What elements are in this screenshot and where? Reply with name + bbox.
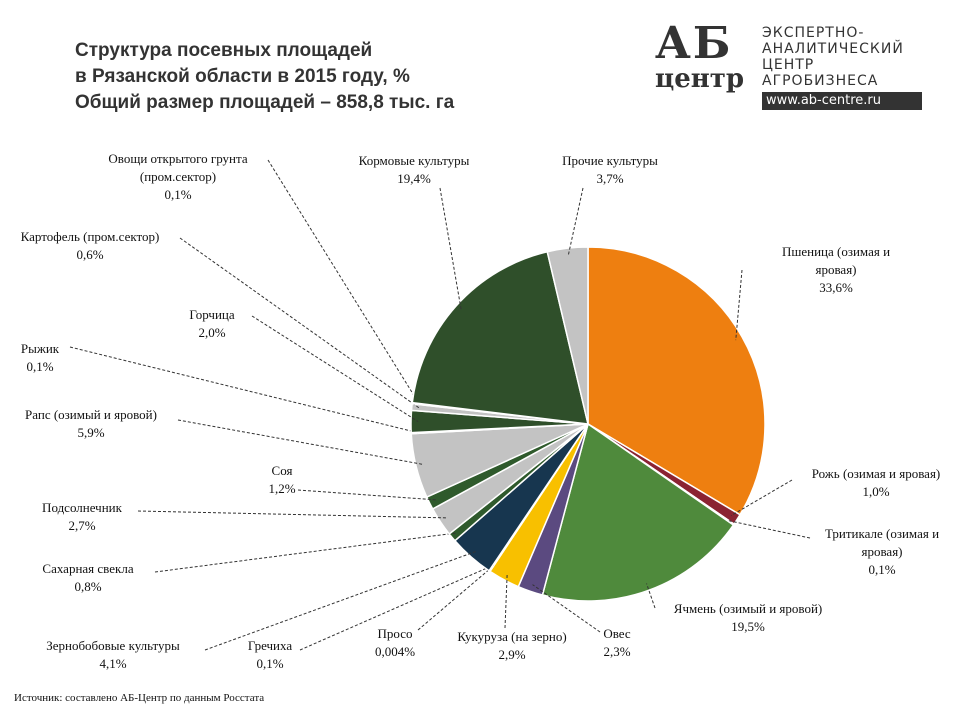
category-label: Сахарная свекла — [42, 561, 134, 576]
value-label: 0,1% — [26, 359, 54, 374]
leader-line — [177, 419, 424, 465]
leader-line — [251, 315, 419, 423]
logo-big: АБ — [655, 18, 733, 69]
category-label: Овес — [603, 626, 631, 641]
chart-title: Структура посевных площадей в Рязанской о… — [75, 38, 454, 116]
slice-label: Рыжик 0,1% — [21, 340, 59, 376]
leader-line — [417, 565, 495, 631]
pie-slice — [411, 250, 589, 425]
value-label: 3,7% — [596, 171, 624, 186]
category-label: Кукуруза (на зерно) — [457, 629, 567, 644]
value-label: 2,9% — [498, 647, 526, 662]
leader-line — [299, 564, 494, 651]
leader-line — [730, 479, 793, 517]
value-label: 2,3% — [603, 644, 631, 659]
leader-line — [504, 573, 508, 629]
value-label: 1,0% — [862, 484, 890, 499]
slice-label: Рапс (озимый и яровой) 5,9% — [25, 406, 157, 442]
pie-slice — [546, 246, 589, 425]
slice-label: Пшеница (озимая и яровая) 33,6% — [766, 243, 906, 297]
logo-url: www.ab-centre.ru — [762, 92, 922, 110]
slice-label: Картофель (пром.сектор) 0,6% — [21, 228, 160, 264]
slice-label: Гречиха 0,1% — [248, 637, 292, 673]
slice-label: Зернобобовые культуры 4,1% — [46, 637, 180, 673]
value-label: 2,0% — [198, 325, 226, 340]
logo-small: центр — [655, 64, 745, 94]
slice-label: Прочие культуры 3,7% — [562, 152, 658, 188]
logo-line: ЭКСПЕРТНО- — [762, 25, 865, 41]
slice-label: Овес 2,3% — [603, 625, 630, 661]
category-label: Пшеница (озимая и яровая) — [781, 244, 891, 277]
value-label: 4,1% — [99, 656, 127, 671]
category-label: Рапс (озимый и яровой) — [25, 407, 157, 422]
slice-label: Кукуруза (на зерно) 2,9% — [457, 628, 566, 664]
leader-line — [646, 583, 656, 609]
slice-label: Овощи открытого грунта (пром.сектор) 0,1% — [88, 150, 268, 204]
value-label: 0,6% — [76, 247, 104, 262]
value-label: 19,4% — [397, 171, 431, 186]
pie-slice — [541, 422, 735, 602]
slice-label: Подсолнечник 2,7% — [42, 499, 122, 535]
category-label: Просо — [377, 626, 413, 641]
slice-label: Тритикале (озимая и яровая) 0,1% — [807, 525, 957, 579]
value-label: 0,1% — [164, 187, 192, 202]
slice-label: Соя 1,2% — [268, 462, 295, 498]
category-label: Зернобобовые культуры — [46, 638, 180, 653]
pie-slice — [587, 246, 766, 516]
leader-line — [154, 532, 458, 573]
leader-line — [727, 520, 811, 539]
category-label: Рожь (озимая и яровая) — [811, 466, 941, 481]
value-label: 0,8% — [74, 579, 102, 594]
category-label: Ячмень (озимый и яровой) — [673, 601, 823, 616]
slice-label: Рожь (озимая и яровая) 1,0% — [812, 465, 941, 501]
category-label: Прочие культуры — [562, 153, 658, 168]
slice-label: Сахарная свекла 0,8% — [42, 560, 133, 596]
slice-label: Кормовые культуры 19,4% — [359, 152, 470, 188]
category-label: Овощи открытого грунта (пром.сектор) — [108, 151, 248, 184]
leader-line — [567, 187, 584, 256]
value-label: 33,6% — [819, 280, 853, 295]
leader-line — [532, 584, 601, 633]
source: Источник: составлено АБ-Центр по данным … — [14, 692, 265, 704]
category-label: Подсолнечник — [42, 500, 122, 515]
slice-label: Просо 0,004% — [375, 625, 415, 661]
leader-line — [204, 551, 476, 651]
leader-line — [179, 237, 420, 409]
logo-line: АГРОБИЗНЕСА — [762, 73, 879, 89]
value-label: 2,7% — [68, 518, 96, 533]
leader-line — [297, 489, 436, 501]
logo-line: АНАЛИТИЧЕСКИЙ — [762, 41, 904, 57]
category-label: Гречиха — [247, 638, 293, 653]
leader-line — [439, 187, 462, 311]
slice-label: Ячмень (озимый и яровой) 19,5% — [674, 600, 822, 636]
leader-line — [137, 510, 447, 519]
value-label: 5,9% — [77, 425, 105, 440]
slice-label: Горчица 2,0% — [189, 306, 234, 342]
leader-line — [735, 269, 743, 341]
value-label: 0,1% — [256, 656, 284, 671]
logo-text: ЭКСПЕРТНО- АНАЛИТИЧЕСКИЙ ЦЕНТР АГРОБИЗНЕСА — [762, 25, 904, 89]
category-label: Рыжик — [20, 341, 60, 356]
logo: АБ центр — [655, 18, 745, 94]
category-label: Кормовые культуры — [358, 153, 470, 168]
category-label: Горчица — [189, 307, 235, 322]
title-line: Общий размер площадей – 858,8 тыс. га — [75, 92, 455, 113]
logo-line: ЦЕНТР — [762, 57, 815, 73]
leader-line — [267, 159, 420, 405]
title-line: Структура посевных площадей — [75, 40, 373, 61]
value-label: 19,5% — [731, 619, 765, 634]
category-label: Тритикале (озимая и яровая) — [824, 526, 940, 559]
title-line: в Рязанской области в 2015 году, % — [75, 66, 410, 87]
value-label: 1,2% — [268, 481, 296, 496]
category-label: Картофель (пром.сектор) — [20, 229, 160, 244]
value-label: 0,1% — [868, 562, 896, 577]
value-label: 0,004% — [374, 644, 416, 659]
category-label: Соя — [271, 463, 293, 478]
